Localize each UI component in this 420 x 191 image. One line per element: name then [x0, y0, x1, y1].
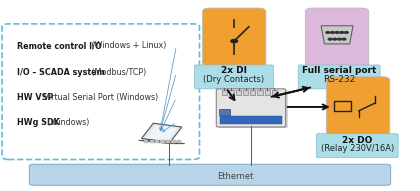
Polygon shape [146, 125, 178, 141]
FancyBboxPatch shape [243, 90, 248, 95]
Text: (Windows): (Windows) [45, 118, 89, 127]
Text: Full serial port: Full serial port [302, 66, 377, 75]
Polygon shape [144, 140, 148, 141]
FancyBboxPatch shape [218, 90, 288, 128]
Circle shape [340, 32, 344, 33]
Text: (Relay 230V/16A): (Relay 230V/16A) [321, 144, 394, 154]
FancyBboxPatch shape [202, 8, 266, 66]
Polygon shape [160, 140, 165, 141]
FancyBboxPatch shape [305, 8, 369, 66]
FancyBboxPatch shape [216, 89, 286, 127]
FancyBboxPatch shape [236, 90, 241, 95]
Text: Ethernet: Ethernet [217, 172, 253, 181]
FancyBboxPatch shape [272, 90, 277, 95]
Circle shape [326, 32, 330, 33]
Polygon shape [155, 140, 159, 141]
Polygon shape [142, 123, 182, 142]
Polygon shape [155, 141, 159, 142]
Polygon shape [166, 142, 170, 143]
Text: RS-232: RS-232 [323, 75, 355, 84]
Polygon shape [155, 142, 159, 143]
Polygon shape [139, 140, 185, 144]
Polygon shape [177, 142, 181, 143]
FancyBboxPatch shape [2, 24, 199, 159]
FancyBboxPatch shape [326, 77, 390, 135]
FancyBboxPatch shape [222, 90, 227, 95]
FancyBboxPatch shape [298, 65, 380, 89]
Polygon shape [150, 140, 154, 141]
Polygon shape [166, 140, 170, 141]
Polygon shape [171, 141, 176, 142]
Text: HWg SDK: HWg SDK [17, 118, 60, 127]
Text: HW VSP: HW VSP [17, 93, 53, 102]
FancyBboxPatch shape [229, 90, 234, 95]
Polygon shape [321, 26, 353, 44]
Text: Virtual Serial Port (Windows): Virtual Serial Port (Windows) [41, 93, 158, 102]
Text: (Modbus/TCP): (Modbus/TCP) [89, 68, 146, 77]
Text: I/O – SCADA system: I/O – SCADA system [17, 68, 105, 77]
Circle shape [335, 32, 339, 33]
FancyBboxPatch shape [194, 65, 273, 89]
FancyBboxPatch shape [220, 116, 282, 124]
Circle shape [231, 40, 238, 43]
Circle shape [338, 38, 341, 40]
Text: (Dry Contacts): (Dry Contacts) [203, 75, 265, 84]
Polygon shape [144, 141, 148, 142]
Circle shape [331, 32, 334, 33]
FancyBboxPatch shape [250, 90, 255, 95]
Circle shape [328, 38, 332, 40]
Polygon shape [171, 140, 176, 141]
FancyBboxPatch shape [316, 134, 398, 158]
Polygon shape [160, 141, 165, 142]
Polygon shape [219, 109, 230, 115]
Polygon shape [177, 140, 181, 141]
Polygon shape [177, 141, 181, 142]
Polygon shape [144, 142, 148, 143]
Text: Remote control I/O: Remote control I/O [17, 41, 102, 50]
Polygon shape [150, 141, 154, 142]
Text: 2x DO: 2x DO [342, 136, 373, 145]
FancyBboxPatch shape [265, 90, 270, 95]
Polygon shape [150, 142, 154, 143]
Polygon shape [171, 142, 176, 143]
Polygon shape [166, 141, 170, 142]
FancyBboxPatch shape [29, 164, 391, 185]
Circle shape [344, 32, 348, 33]
Circle shape [342, 38, 346, 40]
Text: 2x DI: 2x DI [221, 66, 247, 75]
FancyBboxPatch shape [257, 90, 262, 95]
Circle shape [333, 38, 337, 40]
Text: (Windows + Linux): (Windows + Linux) [89, 41, 166, 50]
Polygon shape [160, 142, 165, 143]
